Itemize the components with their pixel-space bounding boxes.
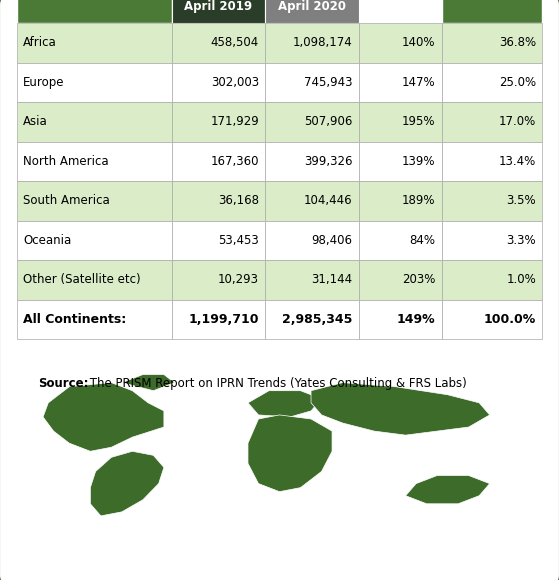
Text: Other (Satellite etc): Other (Satellite etc) — [23, 273, 141, 287]
Text: 31,144: 31,144 — [311, 273, 353, 287]
Text: 25.0%: 25.0% — [499, 76, 536, 89]
Bar — [359, 260, 442, 299]
Text: 745,943: 745,943 — [304, 76, 353, 89]
Text: The PRISM Report on IPRN Trends (Yates Consulting & FRS Labs): The PRISM Report on IPRN Trends (Yates C… — [86, 376, 467, 390]
Text: South America: South America — [23, 194, 110, 207]
Bar — [442, 0, 542, 23]
Text: April 2020: April 2020 — [278, 0, 346, 13]
Polygon shape — [406, 476, 490, 504]
Bar — [172, 23, 266, 63]
Bar — [266, 23, 359, 63]
Text: April 2019: April 2019 — [184, 0, 253, 13]
Bar — [266, 0, 359, 23]
Polygon shape — [122, 375, 174, 391]
Bar — [172, 299, 266, 339]
Text: 507,906: 507,906 — [304, 115, 353, 128]
Bar — [359, 23, 442, 63]
Bar — [442, 260, 542, 299]
Bar — [359, 0, 442, 23]
Text: 2,985,345: 2,985,345 — [282, 313, 353, 326]
Bar — [266, 181, 359, 220]
Text: 36,168: 36,168 — [218, 194, 259, 207]
Polygon shape — [43, 383, 164, 451]
Bar — [359, 142, 442, 181]
Bar — [17, 63, 172, 102]
Text: Oceania: Oceania — [23, 234, 72, 247]
Text: All Continents:: All Continents: — [23, 313, 126, 326]
Text: 104,446: 104,446 — [304, 194, 353, 207]
Polygon shape — [248, 415, 332, 492]
Text: 302,003: 302,003 — [211, 76, 259, 89]
Text: 147%: 147% — [402, 76, 435, 89]
Text: 203%: 203% — [402, 273, 435, 287]
Bar — [17, 181, 172, 220]
Text: 100.0%: 100.0% — [484, 313, 536, 326]
Bar — [17, 260, 172, 299]
Polygon shape — [91, 451, 164, 516]
Bar — [17, 0, 172, 23]
Bar — [442, 102, 542, 142]
Bar — [266, 142, 359, 181]
Bar — [266, 102, 359, 142]
Bar — [266, 299, 359, 339]
Bar — [442, 299, 542, 339]
Bar — [172, 260, 266, 299]
Text: 149%: 149% — [397, 313, 435, 326]
Bar — [442, 142, 542, 181]
Text: Asia: Asia — [23, 115, 48, 128]
Text: 140%: 140% — [402, 37, 435, 49]
Text: 189%: 189% — [402, 194, 435, 207]
Text: 53,453: 53,453 — [218, 234, 259, 247]
Bar — [359, 181, 442, 220]
Text: 1.0%: 1.0% — [506, 273, 536, 287]
Text: 399,326: 399,326 — [304, 155, 353, 168]
Bar — [17, 299, 172, 339]
Text: North America: North America — [23, 155, 108, 168]
Text: 1,199,710: 1,199,710 — [188, 313, 259, 326]
Bar — [172, 0, 266, 23]
Polygon shape — [248, 391, 321, 417]
Bar — [359, 220, 442, 260]
Bar — [266, 260, 359, 299]
Text: 167,360: 167,360 — [211, 155, 259, 168]
Text: 10,293: 10,293 — [218, 273, 259, 287]
Text: 98,406: 98,406 — [311, 234, 353, 247]
Text: Africa: Africa — [23, 37, 57, 49]
Bar — [359, 102, 442, 142]
Bar — [266, 63, 359, 102]
Bar — [442, 181, 542, 220]
Text: 3.3%: 3.3% — [506, 234, 536, 247]
Bar — [266, 220, 359, 260]
Text: Source:: Source: — [38, 376, 88, 390]
Text: 171,929: 171,929 — [210, 115, 259, 128]
Text: 195%: 195% — [402, 115, 435, 128]
Text: 84%: 84% — [410, 234, 435, 247]
Bar — [17, 23, 172, 63]
Text: 13.4%: 13.4% — [499, 155, 536, 168]
Bar — [442, 220, 542, 260]
Text: 1,098,174: 1,098,174 — [293, 37, 353, 49]
Bar — [17, 220, 172, 260]
Bar — [172, 102, 266, 142]
Bar — [442, 23, 542, 63]
Bar — [359, 299, 442, 339]
Bar — [17, 142, 172, 181]
Text: Europe: Europe — [23, 76, 65, 89]
Text: 458,504: 458,504 — [211, 37, 259, 49]
Bar — [172, 63, 266, 102]
Bar — [17, 102, 172, 142]
Bar — [442, 63, 542, 102]
Polygon shape — [311, 383, 490, 435]
Text: 17.0%: 17.0% — [499, 115, 536, 128]
Bar — [172, 181, 266, 220]
Text: 36.8%: 36.8% — [499, 37, 536, 49]
Bar — [172, 220, 266, 260]
Text: 3.5%: 3.5% — [506, 194, 536, 207]
Text: 139%: 139% — [402, 155, 435, 168]
Bar — [172, 142, 266, 181]
Bar — [359, 63, 442, 102]
